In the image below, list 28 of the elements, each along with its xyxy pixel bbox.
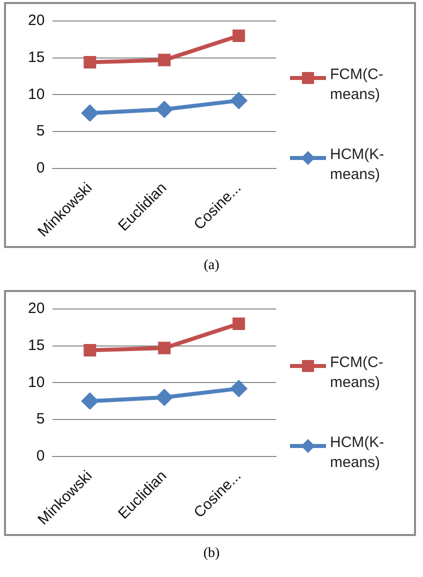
point bbox=[158, 54, 171, 66]
point bbox=[230, 92, 247, 109]
legend-label: FCM(C-means) bbox=[330, 352, 384, 393]
y-tick-label: 10 bbox=[28, 374, 45, 391]
point bbox=[158, 342, 171, 354]
text: (a) bbox=[202, 258, 220, 274]
y-tick-label: 20 bbox=[28, 12, 45, 30]
y-tick-label: 20 bbox=[28, 300, 45, 318]
y-tick-label: 0 bbox=[36, 159, 45, 176]
y-tick-label: 0 bbox=[36, 447, 45, 464]
point bbox=[156, 389, 172, 406]
text: (b) bbox=[202, 546, 221, 562]
point bbox=[232, 317, 246, 330]
point bbox=[232, 29, 246, 42]
legend-label: FCM(C-means) bbox=[330, 64, 384, 105]
y-tick-label: 5 bbox=[36, 410, 45, 428]
y-tick-label: 15 bbox=[28, 48, 45, 66]
point bbox=[84, 344, 96, 357]
legend-label: HCM(K-means) bbox=[330, 433, 386, 474]
point bbox=[84, 56, 96, 69]
legend-label: HCM(K-means) bbox=[330, 145, 386, 186]
point bbox=[82, 393, 98, 410]
y-tick-label: 5 bbox=[36, 122, 45, 140]
point bbox=[230, 380, 247, 397]
y-tick-label: 15 bbox=[28, 336, 45, 354]
point bbox=[82, 105, 98, 122]
y-tick-label: 10 bbox=[28, 86, 45, 103]
point bbox=[156, 101, 172, 118]
